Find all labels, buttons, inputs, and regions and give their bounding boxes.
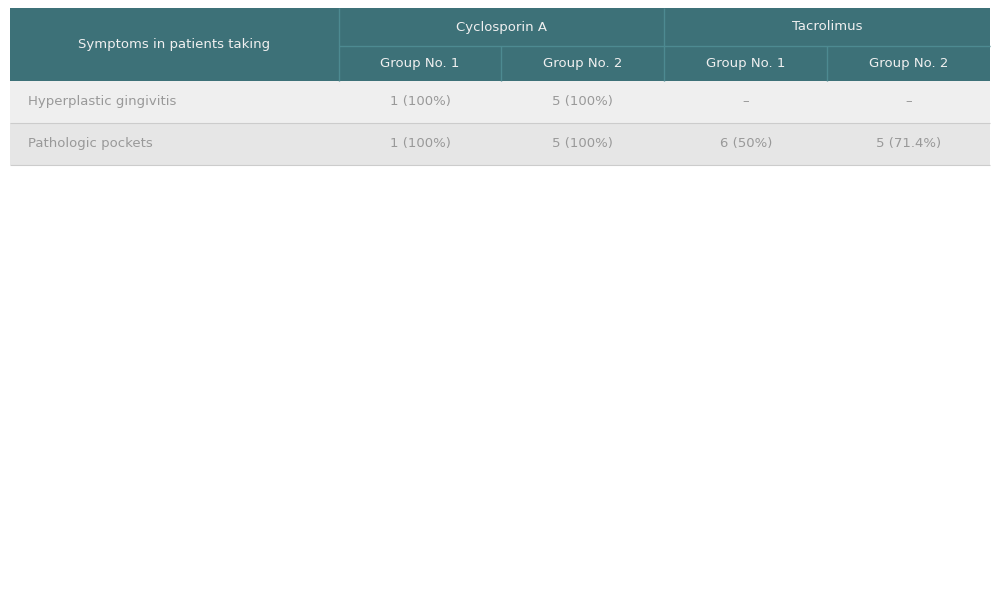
Text: Group No. 2: Group No. 2 (869, 57, 948, 70)
Text: 5 (100%): 5 (100%) (552, 95, 613, 109)
Text: Group No. 2: Group No. 2 (543, 57, 623, 70)
Text: Cyclosporin A: Cyclosporin A (456, 20, 547, 34)
Bar (10, 123, 990, 165)
Text: 6 (50%): 6 (50%) (720, 137, 772, 151)
Text: Group No. 1: Group No. 1 (706, 57, 785, 70)
Bar (10, 8, 339, 81)
Text: 5 (71.4%): 5 (71.4%) (876, 137, 941, 151)
Text: Tacrolimus: Tacrolimus (792, 20, 862, 34)
Bar (10, 81, 990, 123)
Text: 5 (100%): 5 (100%) (552, 137, 613, 151)
Text: –: – (905, 95, 912, 109)
Text: 1 (100%): 1 (100%) (390, 137, 450, 151)
Bar (339, 8, 664, 46)
Text: –: – (742, 95, 749, 109)
Bar (664, 8, 990, 46)
Text: Symptoms in patients taking: Symptoms in patients taking (78, 38, 270, 51)
Bar (339, 46, 990, 81)
Text: Pathologic pockets: Pathologic pockets (28, 137, 153, 151)
Text: Hyperplastic gingivitis: Hyperplastic gingivitis (28, 95, 176, 109)
Text: 1 (100%): 1 (100%) (390, 95, 450, 109)
Text: Group No. 1: Group No. 1 (380, 57, 460, 70)
